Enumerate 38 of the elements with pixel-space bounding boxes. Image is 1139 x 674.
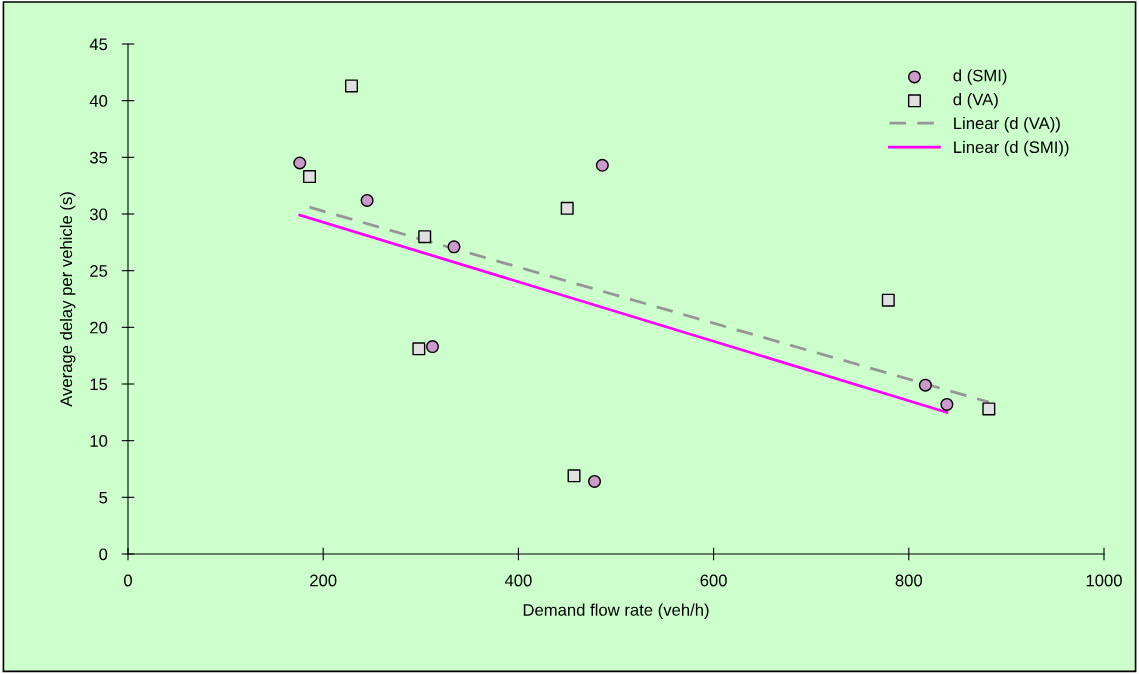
point [293, 156, 307, 170]
x-tick-label: 0 [124, 574, 132, 587]
x-tick-label: 200 [310, 574, 337, 587]
legend-label: Linear (d (VA)) [954, 116, 1060, 133]
y-axis-title: Average delay per vehicle (s) [59, 192, 76, 407]
y-tick-label: 30 [89, 208, 108, 221]
y-tick-label: 0 [99, 548, 108, 561]
point [560, 201, 574, 215]
point [918, 378, 932, 392]
point [447, 240, 461, 254]
point [360, 193, 374, 207]
x-tick-label: 800 [895, 574, 923, 587]
x-tick-label: 1000 [1086, 574, 1122, 587]
x-tick-label: 600 [700, 574, 727, 587]
y-tick-label: 20 [90, 321, 108, 334]
y-tick-label: 35 [89, 151, 108, 164]
point [982, 402, 996, 416]
point [426, 340, 440, 354]
point [567, 469, 581, 483]
point [595, 158, 609, 172]
y-tick-label: 40 [89, 95, 108, 107]
point [881, 293, 895, 307]
legend-label: d (VA) [953, 93, 998, 109]
legend-label: d (SMI) [953, 69, 1007, 85]
point [940, 397, 954, 411]
point [303, 170, 317, 184]
x-axis-title: Demand flow rate (veh/h) [523, 603, 709, 620]
y-tick-label: 5 [99, 491, 108, 504]
y-tick-label: 25 [90, 265, 108, 277]
x-tick-label: 400 [504, 574, 532, 587]
y-tick-label: 15 [90, 378, 108, 391]
point [344, 79, 359, 93]
y-tick-label: 45 [89, 38, 108, 51]
legend-label: Linear (d (SMI)) [954, 140, 1069, 157]
point [588, 474, 602, 488]
point [418, 230, 432, 244]
point [412, 342, 426, 356]
y-tick-label: 10 [90, 435, 108, 447]
